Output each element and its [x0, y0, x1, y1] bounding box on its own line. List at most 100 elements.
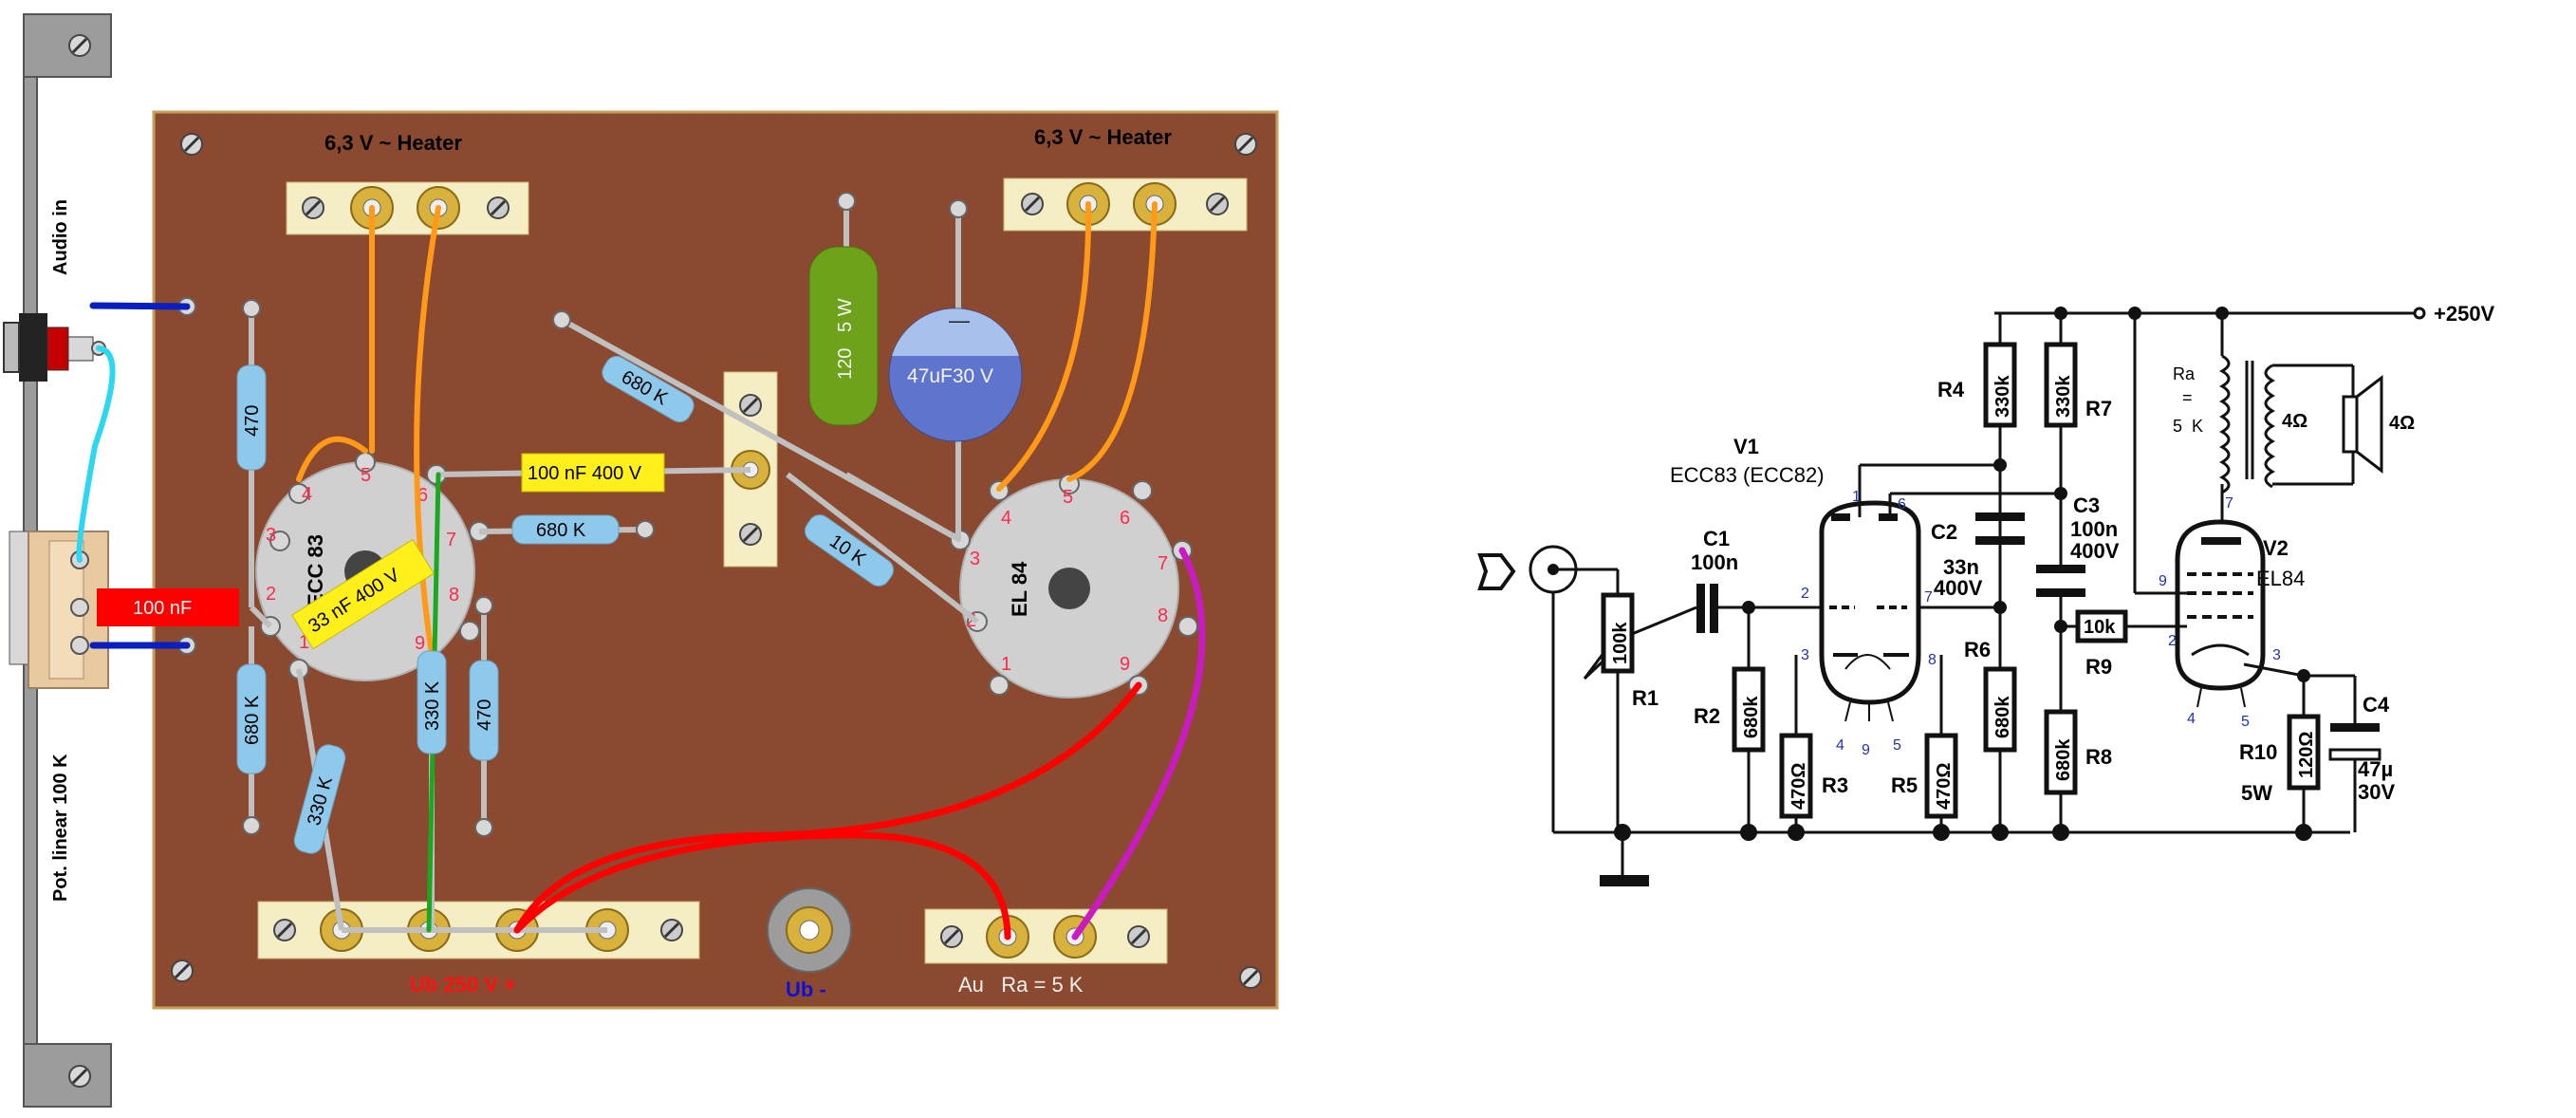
capacitor-100nf-400v-label: 100 nF 400 V: [528, 463, 642, 484]
r5-value: 470Ω: [1934, 763, 1955, 810]
v2-pin-8: 8: [1158, 606, 1168, 626]
v2-s-pin-5: 5: [2241, 714, 2250, 730]
v1-pin-8: 8: [449, 585, 459, 606]
v2-tube-label: EL 84: [1008, 561, 1031, 617]
v1-pin-7: 7: [446, 530, 456, 550]
audio-in-label: Audio in: [50, 199, 71, 275]
v1-pin-2: 2: [266, 584, 276, 605]
schematic-capacitors: [1696, 512, 2381, 761]
v2-pin-9: 9: [1120, 654, 1130, 675]
v2-schematic-pins: 7 9 2 3 4 5: [2159, 495, 2281, 730]
c4-ref: C4: [2363, 693, 2390, 717]
v2-s-pin-4: 4: [2187, 711, 2196, 727]
resistor-330k-mid-label: 330 K: [422, 680, 443, 731]
r6-ref: R6: [1964, 638, 1991, 661]
power-resistor-label: 120 5 W: [835, 298, 856, 380]
power-resistor-120-5w: 120 5 W: [808, 246, 879, 426]
r1-ref: R1: [1632, 686, 1659, 710]
resistor-330k-mid: 330 K: [417, 650, 447, 755]
output-label: Au Ra = 5 K: [958, 973, 1084, 997]
transformer-labels: Ra = 5 K 4Ω 4Ω: [2173, 364, 2415, 436]
v1-s-pin-9: 9: [1862, 742, 1870, 758]
pot-label: Pot. linear 100 K: [50, 754, 71, 902]
v2-s-pin-9: 9: [2159, 573, 2167, 589]
ub-minus-label: Ub -: [786, 978, 826, 1001]
v1-pin-4: 4: [302, 484, 312, 505]
front-panel: Audio in Pot. linear 100 K: [23, 13, 112, 1108]
capacitor-100nf-red: 100 nF: [97, 588, 239, 626]
c2-ref: C2: [1931, 520, 1957, 544]
resistor-680k-left: 680 K: [236, 663, 267, 774]
heater-strip-right: [1003, 177, 1248, 232]
output-transformer: [2218, 354, 2276, 494]
v2-ref: V2: [2263, 536, 2289, 560]
r8-value: 680k: [2053, 738, 2074, 781]
r2-value: 680k: [1741, 696, 1762, 738]
r10-power: 5W: [2241, 781, 2272, 805]
v2-pin-5: 5: [1063, 487, 1073, 508]
schematic-resistor-values: 100k 680k 470Ω 470Ω 330k 680k 330k 680k …: [1610, 375, 2317, 810]
r7-value: 330k: [2053, 375, 2074, 418]
ra-equals: =: [2182, 388, 2193, 407]
r4-ref: R4: [1937, 378, 1965, 401]
r2-ref: R2: [1694, 704, 1720, 728]
wire-posts: [177, 192, 968, 837]
r7-ref: R7: [2085, 397, 2112, 420]
board-screw: [171, 960, 194, 982]
heater-left-label: 6,3 V ~ Heater: [324, 131, 462, 155]
r9-ref: R9: [2085, 655, 2112, 679]
v1-s-pin-4: 4: [1836, 737, 1844, 754]
resistor-470-mid-label: 470: [474, 699, 495, 731]
electrolytic-minus: —: [949, 308, 970, 332]
speaker-label: 4Ω: [2389, 413, 2415, 434]
heater-right-label: 6,3 V ~ Heater: [1034, 125, 1172, 149]
v2-pin-7: 7: [1158, 553, 1168, 574]
potentiometer[interactable]: [9, 531, 109, 689]
resistor-470-top: 470: [236, 364, 267, 471]
v2-pin-numbers: 1 2 3 4 5 6 7 8 9: [966, 487, 1168, 675]
r9-value: 10k: [2084, 617, 2116, 638]
electrolytic-capacitor: — 47uF30 V: [888, 307, 1023, 442]
electrolytic-label: 47uF30 V: [907, 365, 993, 387]
v2-s-pin-2: 2: [2168, 633, 2177, 649]
panel-screw-bottom: [68, 1065, 91, 1088]
v1-s-pin-2: 2: [1801, 586, 1809, 602]
c2-voltage: 400V: [1934, 576, 1983, 600]
v1-s-pin-8: 8: [1928, 652, 1937, 668]
resistor-470-mid: 470: [469, 660, 499, 761]
wires: [76, 201, 1206, 941]
r3-ref: R3: [1822, 773, 1848, 797]
v2-pin-4: 4: [1001, 508, 1011, 529]
v2-pin-6: 6: [1120, 508, 1130, 529]
board-screw: [180, 133, 203, 156]
c1-value: 100n: [1691, 550, 1738, 574]
capacitor-100nf-400v: 100 nF 400 V: [521, 453, 665, 493]
resistor-680k-left-label: 680 K: [242, 695, 263, 745]
r10-value: 120Ω: [2296, 732, 2317, 778]
v1-pin-9: 9: [415, 633, 425, 654]
r10-ref: R10: [2239, 740, 2277, 764]
c1-ref: C1: [1703, 527, 1730, 550]
ra-label: Ra: [2173, 364, 2196, 383]
c2-value: 33n: [1943, 555, 1979, 579]
v2-pin-3: 3: [970, 549, 980, 569]
resistor-470-top-label: 470: [242, 405, 263, 437]
v1-schematic-pins: 1 6 2 7 3 8 4 9 5: [1801, 489, 1937, 758]
speaker-icon: [2342, 374, 2383, 475]
v1-pin-5: 5: [361, 465, 371, 486]
r6-value: 680k: [1992, 696, 2013, 738]
audio-jack[interactable]: [3, 313, 106, 382]
v1-ref: V1: [1733, 435, 1759, 458]
supply-label: +250V: [2434, 302, 2495, 326]
v1-type: ECC83 (ECC82): [1670, 463, 1825, 487]
v1-s-pin-7: 7: [1924, 589, 1933, 606]
v1-s-pin-6: 6: [1898, 496, 1906, 512]
c3-value: 100n: [2070, 517, 2118, 541]
c3-voltage: 400V: [2070, 539, 2120, 563]
output-terminal-strip: [924, 908, 1168, 964]
ground-post: [767, 887, 852, 973]
ub-plus-label: Ub 250 V +: [410, 973, 516, 997]
c4-value: 47µ: [2358, 757, 2393, 781]
resistor-680k-mid: 680 K: [511, 514, 620, 545]
